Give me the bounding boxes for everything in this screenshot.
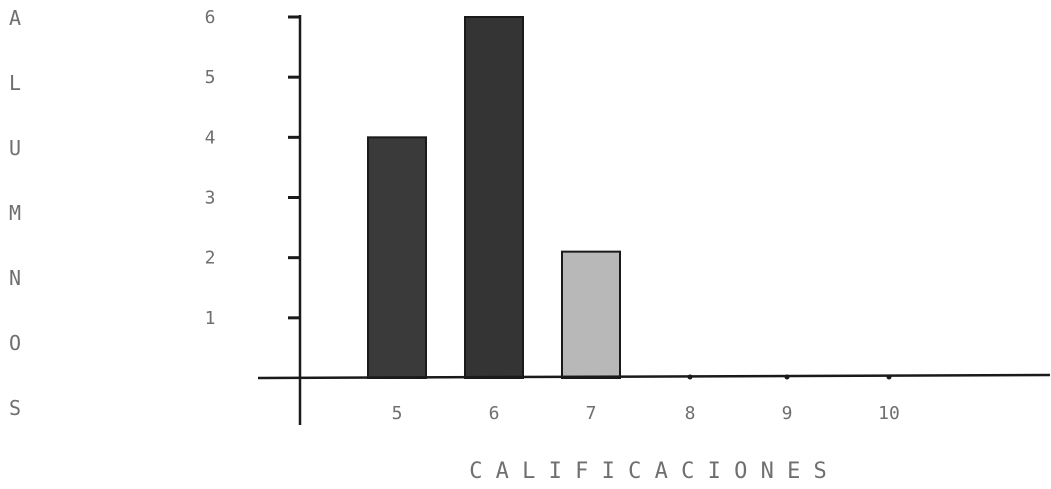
y-tick-label: 3	[205, 188, 216, 209]
y-label-letter: U	[9, 136, 21, 160]
x-tick-label: 5	[392, 403, 403, 424]
y-tick-label: 6	[205, 7, 216, 28]
x-tick-label: 8	[685, 403, 696, 424]
y-tick-label: 1	[205, 308, 216, 329]
y-label-letter: L	[9, 71, 21, 95]
x-tick-mark	[784, 374, 790, 380]
y-tick-label: 5	[205, 67, 216, 88]
x-tick-label: 7	[586, 403, 597, 424]
y-label-letter: S	[9, 396, 21, 420]
y-tick-label: 4	[205, 127, 216, 148]
y-label-letter: M	[9, 201, 21, 225]
x-axis-label: C A L I F I C A C I O N E S	[469, 459, 827, 484]
x-tick-label: 6	[489, 403, 500, 424]
x-tick-mark	[687, 374, 693, 380]
x-axis-ticks: 5 6 7 8 9 10	[392, 374, 900, 424]
y-tick-label: 2	[205, 248, 216, 269]
x-axis-line	[257, 373, 1051, 380]
y-label-letter: N	[9, 266, 21, 290]
x-tick-label: 9	[782, 403, 793, 424]
bar	[367, 136, 427, 379]
x-tick-mark	[886, 374, 892, 380]
bar	[561, 250, 621, 379]
bars	[367, 16, 621, 379]
y-label-letter: O	[9, 331, 21, 355]
y-label-letter: A	[9, 6, 21, 30]
axes	[257, 15, 1051, 425]
x-tick-label: 10	[878, 403, 900, 424]
bar	[464, 16, 524, 379]
y-axis-ticks: 1 2 3 4 5 6	[205, 7, 301, 329]
y-axis-label: A L U M N O S	[9, 6, 21, 420]
